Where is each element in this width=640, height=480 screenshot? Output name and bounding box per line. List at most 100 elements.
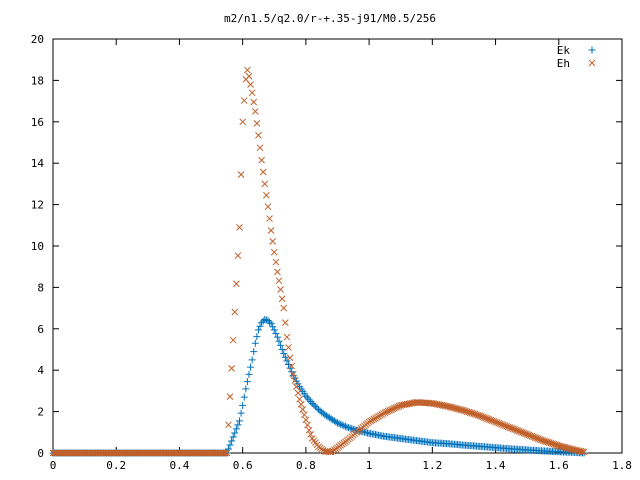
data-point-ek bbox=[236, 417, 243, 424]
data-point-eh bbox=[267, 216, 273, 222]
y-tick-label: 16 bbox=[31, 116, 44, 129]
y-tick-label: 4 bbox=[37, 364, 44, 377]
y-tick-label: 20 bbox=[31, 33, 44, 46]
data-point-ek bbox=[234, 421, 241, 428]
data-point-eh bbox=[304, 422, 310, 428]
data-point-eh bbox=[230, 337, 236, 343]
legend-label-ek: Ek bbox=[557, 44, 571, 57]
data-point-eh bbox=[252, 108, 258, 114]
legend-marker-ek bbox=[589, 47, 596, 54]
data-point-ek bbox=[247, 364, 254, 371]
axis-ticks: 0 0.2 0.4 0.6 0.8 1 1.2 1.4 1.6 1.8 0 2 4 6 8 10 12 14 16 1… bbox=[31, 33, 632, 472]
data-point-ek bbox=[249, 356, 256, 363]
data-point-eh bbox=[244, 67, 250, 73]
data-point-eh bbox=[240, 119, 246, 125]
data-point-ek bbox=[231, 429, 238, 436]
data-point-eh bbox=[303, 417, 309, 423]
data-point-eh bbox=[295, 390, 301, 396]
data-point-ek bbox=[277, 342, 284, 349]
y-tick-label: 14 bbox=[31, 157, 45, 170]
data-point-ek bbox=[241, 394, 248, 401]
data-point-ek bbox=[250, 348, 257, 355]
data-point-eh bbox=[251, 99, 257, 105]
y-tick-label: 10 bbox=[31, 240, 44, 253]
data-point-eh bbox=[262, 181, 268, 187]
data-point-eh bbox=[246, 73, 252, 79]
x-tick-label: 0.4 bbox=[170, 459, 190, 472]
data-point-eh bbox=[249, 90, 255, 96]
data-point-eh bbox=[259, 157, 265, 163]
data-point-eh bbox=[284, 334, 290, 340]
x-tick-label: 1.2 bbox=[422, 459, 442, 472]
data-point-eh bbox=[298, 401, 304, 407]
data-point-eh bbox=[273, 259, 279, 265]
legend-marker-eh bbox=[589, 60, 595, 66]
plot-frame bbox=[53, 39, 622, 453]
x-tick-label: 0.6 bbox=[233, 459, 253, 472]
y-tick-label: 8 bbox=[37, 281, 44, 294]
data-point-ek bbox=[260, 318, 267, 325]
series-ek bbox=[50, 316, 588, 457]
data-point-eh bbox=[238, 172, 244, 178]
data-point-ek bbox=[271, 326, 278, 333]
x-tick-label: 0.2 bbox=[106, 459, 126, 472]
data-point-eh bbox=[265, 204, 271, 210]
data-point-eh bbox=[276, 278, 282, 284]
data-point-ek bbox=[309, 400, 316, 407]
data-point-eh bbox=[274, 269, 280, 275]
data-point-ek bbox=[264, 317, 271, 324]
data-point-ek bbox=[345, 424, 352, 431]
data-point-ek bbox=[310, 401, 317, 408]
series-layer bbox=[50, 67, 588, 456]
data-point-ek bbox=[276, 338, 283, 345]
x-tick-label: 1.6 bbox=[549, 459, 569, 472]
data-point-eh bbox=[254, 120, 260, 126]
data-point-ek bbox=[244, 378, 251, 385]
y-tick-label: 0 bbox=[37, 447, 44, 460]
data-point-eh bbox=[229, 365, 235, 371]
y-tick-label: 6 bbox=[37, 323, 44, 336]
data-point-ek bbox=[238, 410, 245, 417]
data-point-eh bbox=[297, 396, 303, 402]
data-point-ek bbox=[307, 398, 314, 405]
data-point-eh bbox=[241, 98, 247, 104]
x-tick-label: 1 bbox=[366, 459, 373, 472]
x-tick-label: 0.8 bbox=[296, 459, 316, 472]
data-point-ek bbox=[228, 437, 235, 444]
data-point-ek bbox=[274, 334, 281, 341]
x-tick-label: 1.8 bbox=[612, 459, 632, 472]
data-point-ek bbox=[272, 330, 279, 337]
data-point-ek bbox=[230, 433, 237, 440]
data-point-eh bbox=[301, 412, 307, 418]
data-point-eh bbox=[300, 407, 306, 413]
data-point-eh bbox=[227, 394, 233, 400]
data-point-eh bbox=[237, 224, 243, 230]
data-point-eh bbox=[287, 355, 293, 361]
data-point-eh bbox=[232, 309, 238, 315]
data-point-ek bbox=[280, 350, 287, 357]
data-point-ek bbox=[288, 368, 295, 375]
data-point-eh bbox=[279, 296, 285, 302]
data-point-eh bbox=[286, 344, 292, 350]
legend-label-eh: Eh bbox=[557, 57, 570, 70]
x-tick-label: 0 bbox=[50, 459, 57, 472]
data-point-ek bbox=[242, 385, 249, 392]
data-point-eh bbox=[270, 238, 276, 244]
data-point-eh bbox=[282, 320, 288, 326]
data-point-eh bbox=[278, 286, 284, 292]
data-point-eh bbox=[225, 422, 231, 428]
data-point-eh bbox=[281, 305, 287, 311]
data-point-eh bbox=[257, 145, 263, 151]
data-point-eh bbox=[263, 192, 269, 198]
data-point-eh bbox=[271, 249, 277, 255]
chart-title: m2/n1.5/q2.0/r-+.35-j91/M0.5/256 bbox=[224, 12, 436, 25]
data-point-ek bbox=[257, 323, 264, 330]
data-point-ek bbox=[347, 425, 354, 432]
data-point-eh bbox=[268, 227, 274, 233]
data-point-ek bbox=[306, 396, 313, 403]
data-point-ek bbox=[245, 371, 252, 378]
data-point-ek bbox=[304, 394, 311, 401]
y-tick-label: 2 bbox=[37, 406, 44, 419]
